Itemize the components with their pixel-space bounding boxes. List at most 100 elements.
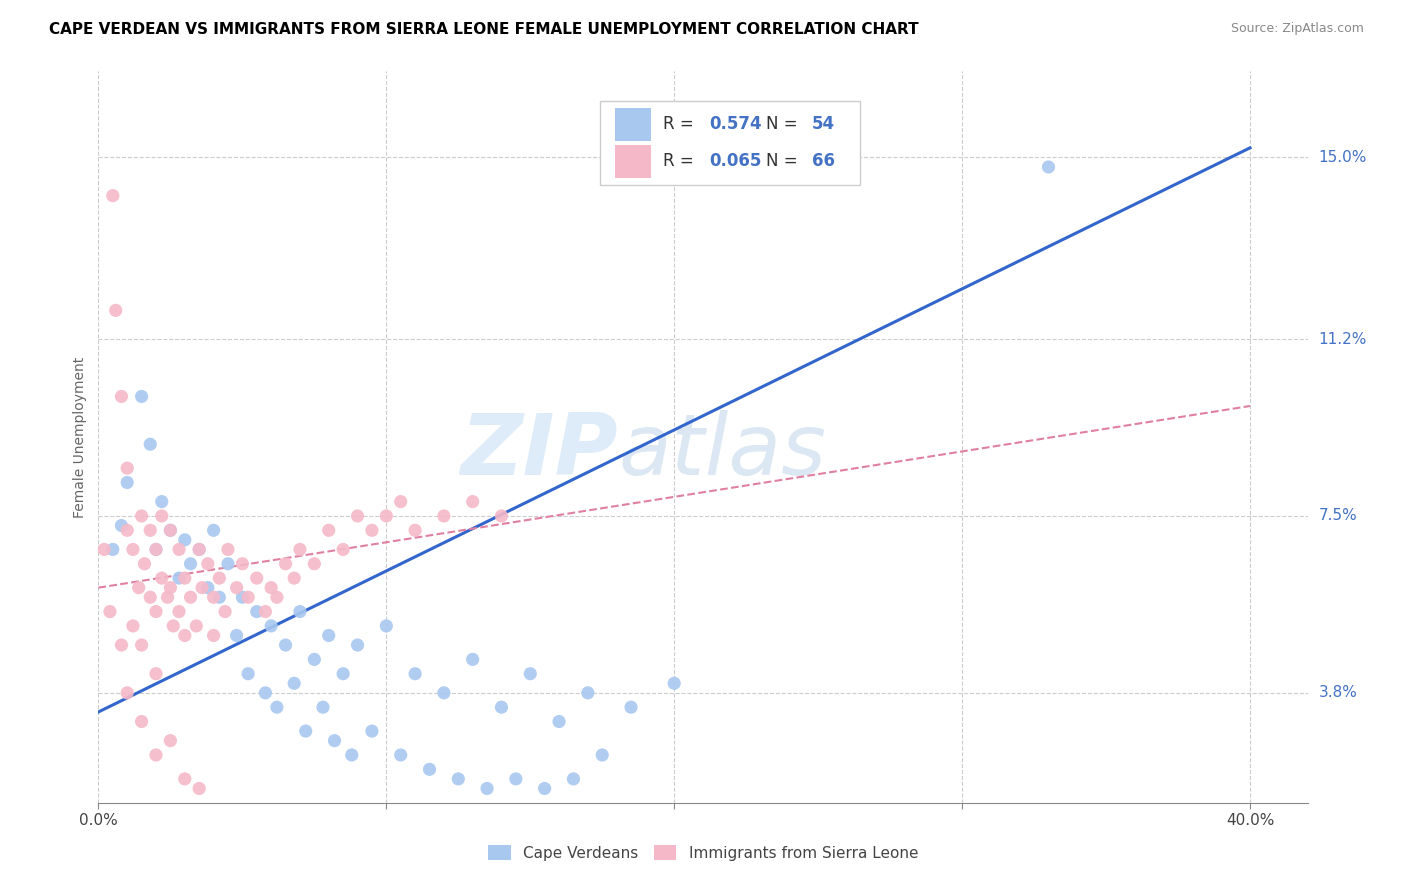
Point (173, 571, 195, 585)
Point (340, 747, 363, 762)
Point (208, 591, 231, 605)
Point (145, 542, 167, 557)
Point (236, 666, 259, 681)
Point (491, 508, 513, 523)
Point (225, 581, 247, 595)
Point (150, 571, 173, 585)
Point (591, 747, 613, 762)
Point (197, 581, 219, 595)
Point (134, 557, 156, 571)
Point (323, 733, 346, 747)
Text: atlas: atlas (619, 410, 827, 493)
Text: 0.574: 0.574 (709, 115, 762, 133)
Point (231, 591, 253, 605)
Point (475, 781, 498, 796)
Text: 66: 66 (811, 153, 835, 170)
Text: 11.2%: 11.2% (1319, 332, 1367, 347)
Point (115, 475, 138, 490)
Point (217, 542, 239, 557)
Point (375, 619, 398, 633)
Point (101, 542, 124, 557)
FancyBboxPatch shape (614, 108, 651, 141)
FancyBboxPatch shape (600, 101, 860, 185)
Point (491, 700, 513, 714)
Point (131, 638, 153, 652)
Point (332, 666, 354, 681)
Point (139, 437, 162, 451)
Point (375, 508, 398, 523)
Point (145, 605, 167, 619)
Point (260, 619, 283, 633)
Point (225, 628, 247, 642)
Point (197, 557, 219, 571)
Point (236, 591, 259, 605)
Point (150, 494, 173, 508)
Point (180, 591, 202, 605)
Point (188, 542, 211, 557)
Text: R =: R = (664, 115, 699, 133)
Point (186, 619, 208, 633)
Point (208, 571, 231, 585)
Point (98, 605, 121, 619)
Point (217, 557, 239, 571)
Point (231, 557, 253, 571)
Point (139, 591, 162, 605)
Point (519, 666, 541, 681)
Point (145, 666, 167, 681)
Text: ZIP: ZIP (461, 410, 619, 493)
Point (447, 772, 470, 786)
Point (548, 714, 571, 729)
Text: 15.0%: 15.0% (1319, 150, 1367, 165)
Point (145, 542, 167, 557)
Point (180, 557, 202, 571)
Point (162, 619, 184, 633)
Point (389, 494, 412, 508)
Point (115, 524, 138, 538)
Point (122, 542, 145, 557)
Point (283, 571, 305, 585)
Point (214, 605, 236, 619)
Point (562, 772, 585, 786)
Point (404, 666, 426, 681)
Point (131, 389, 153, 403)
Point (346, 508, 368, 523)
Point (266, 700, 288, 714)
Text: R =: R = (664, 153, 699, 170)
Point (389, 747, 412, 762)
FancyBboxPatch shape (614, 145, 651, 178)
Point (173, 533, 195, 547)
Text: 3.8%: 3.8% (1319, 685, 1358, 700)
Point (304, 652, 326, 666)
Legend: Cape Verdeans, Immigrants from Sierra Leone: Cape Verdeans, Immigrants from Sierra Le… (481, 837, 925, 868)
Text: 7.5%: 7.5% (1319, 508, 1357, 524)
Point (191, 581, 214, 595)
Point (131, 714, 153, 729)
Text: 54: 54 (811, 115, 835, 133)
Point (131, 508, 153, 523)
Point (246, 571, 269, 585)
Point (115, 461, 138, 475)
Point (173, 628, 195, 642)
Point (115, 686, 138, 700)
Text: Source: ZipAtlas.com: Source: ZipAtlas.com (1230, 22, 1364, 36)
Point (433, 508, 456, 523)
Point (266, 591, 288, 605)
Point (202, 591, 225, 605)
Point (418, 762, 440, 776)
Point (461, 494, 484, 508)
Point (246, 605, 269, 619)
Point (294, 724, 316, 739)
Y-axis label: Female Unemployment: Female Unemployment (73, 357, 87, 517)
Point (167, 571, 190, 585)
Point (361, 524, 384, 538)
Point (404, 524, 426, 538)
Point (167, 605, 190, 619)
Point (312, 700, 335, 714)
Point (156, 591, 179, 605)
Point (620, 700, 643, 714)
Point (104, 303, 127, 318)
Text: N =: N = (766, 153, 803, 170)
Point (202, 628, 225, 642)
Point (93, 542, 115, 557)
Point (576, 686, 599, 700)
